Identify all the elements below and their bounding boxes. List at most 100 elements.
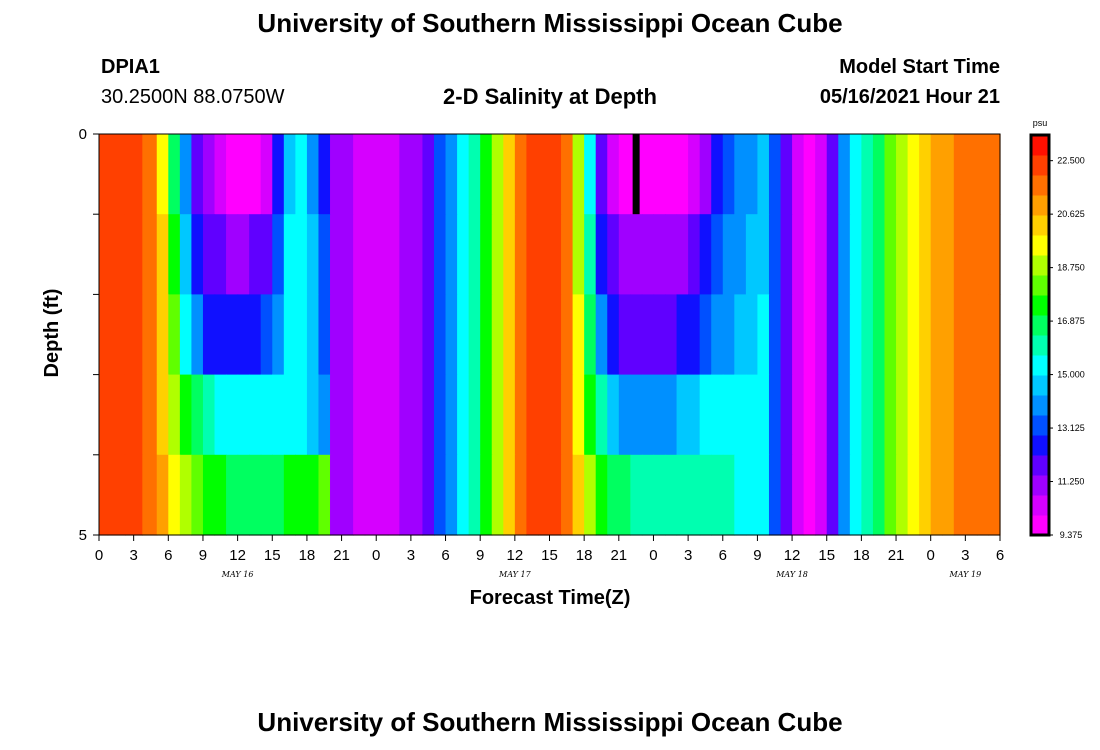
heatmap-cell [757, 294, 770, 376]
heatmap-cell [976, 454, 990, 536]
heatmap-cell [142, 454, 158, 536]
heatmap-cell [191, 454, 204, 536]
heatmap-cell [191, 374, 204, 456]
y-axis-title: Depth (ft) [41, 289, 63, 378]
heatmap-cell [757, 214, 770, 295]
colorbar-swatch [1031, 155, 1049, 176]
heatmap-cell [399, 454, 412, 536]
heatmap-cell [318, 214, 331, 295]
heatmap-cell [572, 294, 585, 376]
heatmap-cell [896, 294, 909, 376]
heatmap-cell [641, 134, 655, 215]
heatmap-cell [410, 294, 424, 376]
heatmap-cell [330, 214, 343, 295]
heatmap-cell [107, 294, 126, 376]
heatmap-cell [179, 454, 193, 536]
heatmap-cell [364, 294, 377, 376]
heatmap-cell [919, 374, 932, 456]
colorbar-swatch [1031, 475, 1049, 496]
heatmap-cell [433, 214, 447, 295]
x-tick-label: 21 [888, 547, 905, 564]
colorbar-swatch [1031, 375, 1049, 396]
heatmap-cell [445, 294, 458, 376]
heatmap-cell [930, 454, 943, 536]
heatmap-cell [965, 134, 978, 215]
colorbar-swatch [1031, 515, 1049, 536]
heatmap-cell [919, 134, 932, 215]
heatmap-cell [156, 294, 169, 376]
heatmap-cell [514, 374, 527, 456]
heatmap-cell [387, 134, 400, 215]
colorbar-tick-label: 16.875 [1057, 316, 1085, 326]
heatmap-cell [156, 214, 169, 295]
x-tick-label: 18 [299, 547, 316, 564]
heatmap-cell [457, 454, 470, 536]
heatmap-cell [688, 134, 701, 215]
heatmap-cell [445, 134, 458, 215]
heatmap-cell [872, 454, 886, 536]
heatmap-cell [780, 214, 793, 295]
heatmap-cell [142, 214, 158, 295]
heatmap-cell [849, 374, 862, 456]
x-tick-label: 6 [164, 547, 172, 564]
heatmap-cell [676, 454, 689, 536]
colorbar-swatch [1031, 195, 1049, 216]
heatmap-cell [595, 134, 608, 215]
model-start-value: 05/16/2021 Hour 21 [819, 86, 1000, 108]
heatmap-cell [768, 214, 782, 295]
heatmap-cell [653, 374, 666, 456]
heatmap-cell [861, 374, 874, 456]
colorbar-swatch [1031, 415, 1049, 436]
heatmap-cell [503, 454, 516, 536]
colorbar-swatch [1031, 215, 1049, 236]
heatmap-cell [142, 374, 158, 456]
heatmap-cell [202, 214, 216, 295]
heatmap-cell [665, 134, 678, 215]
heatmap-cell [803, 294, 816, 376]
heatmap-cell [445, 214, 458, 295]
heatmap-cell [168, 134, 181, 215]
x-tick-label: 21 [333, 547, 350, 564]
heatmap-cell [480, 374, 493, 456]
heatmap-cell [142, 134, 158, 215]
colorbar-swatch [1031, 315, 1049, 336]
heatmap-cell [561, 214, 574, 295]
heatmap-cell [699, 134, 712, 215]
heatmap-cell [214, 294, 227, 376]
heatmap-cell [745, 214, 759, 295]
heatmap-cell [965, 294, 978, 376]
heatmap-cell [283, 294, 296, 376]
heatmap-cell [491, 134, 504, 215]
heatmap-cell [249, 374, 262, 456]
heatmap-cell [124, 294, 143, 376]
heatmap-cell [156, 454, 169, 536]
heatmap-cell [468, 214, 481, 295]
colorbar-tick-label: 13.125 [1057, 423, 1085, 433]
heatmap-cell [226, 374, 239, 456]
heatmap-cell [826, 454, 839, 536]
heatmap-cell [549, 214, 562, 295]
colorbar-tick-label: 11.250 [1058, 477, 1085, 487]
heatmap-cell [237, 214, 250, 295]
heatmap-cell [734, 134, 747, 215]
heatmap-cell [99, 214, 109, 295]
heatmap-cell [503, 214, 516, 295]
heatmap-cell [353, 294, 366, 376]
heatmap-cell [422, 454, 435, 536]
x-tick-label: 18 [576, 547, 593, 564]
heatmap-cell [976, 294, 990, 376]
x-tick-label: 12 [507, 547, 524, 564]
heatmap-cell [99, 134, 109, 215]
heatmap-cell [953, 134, 966, 215]
heatmap-cell [722, 294, 735, 376]
x-tick-label: 6 [996, 547, 1004, 564]
colorbar-tick-label: 20.625 [1057, 209, 1085, 219]
colorbar-swatch [1031, 175, 1049, 196]
heatmap-cell [295, 454, 308, 536]
heatmap-cell [607, 454, 620, 536]
heatmap-cell [896, 134, 909, 215]
x-tick-label: 6 [441, 547, 449, 564]
heatmap-cell [849, 214, 862, 295]
heatmap-cell [618, 374, 631, 456]
